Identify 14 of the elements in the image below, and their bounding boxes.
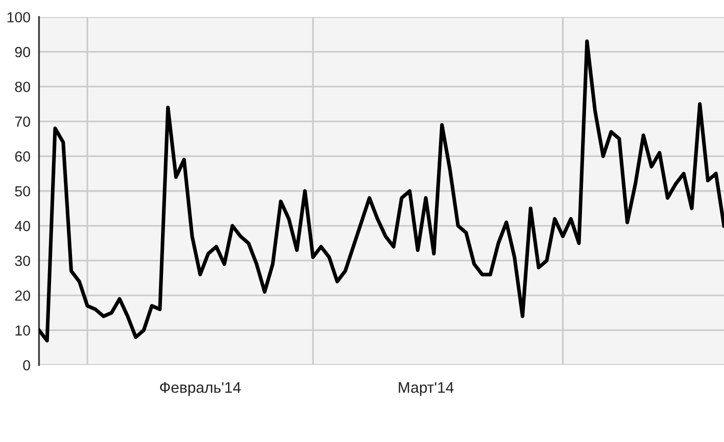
y-tick-label: 100 xyxy=(7,12,30,22)
y-tick-label: 0 xyxy=(23,360,30,370)
line-series xyxy=(39,40,724,342)
y-tick-label: 70 xyxy=(15,116,30,127)
x-tick-label: Февраль'14 xyxy=(160,382,241,396)
y-tick-label: 50 xyxy=(15,186,30,196)
y-tick-label: 60 xyxy=(15,151,30,162)
y-tick-label: 30 xyxy=(15,256,30,266)
y-tick-label: 40 xyxy=(14,220,30,232)
y-tick-label: 20 xyxy=(15,290,30,301)
y-tick-label: 10 xyxy=(16,325,30,336)
x-tick-label: Март'14 xyxy=(398,382,454,396)
y-tick-label: 90 xyxy=(15,46,30,58)
y-tick-label: 80 xyxy=(15,82,30,92)
